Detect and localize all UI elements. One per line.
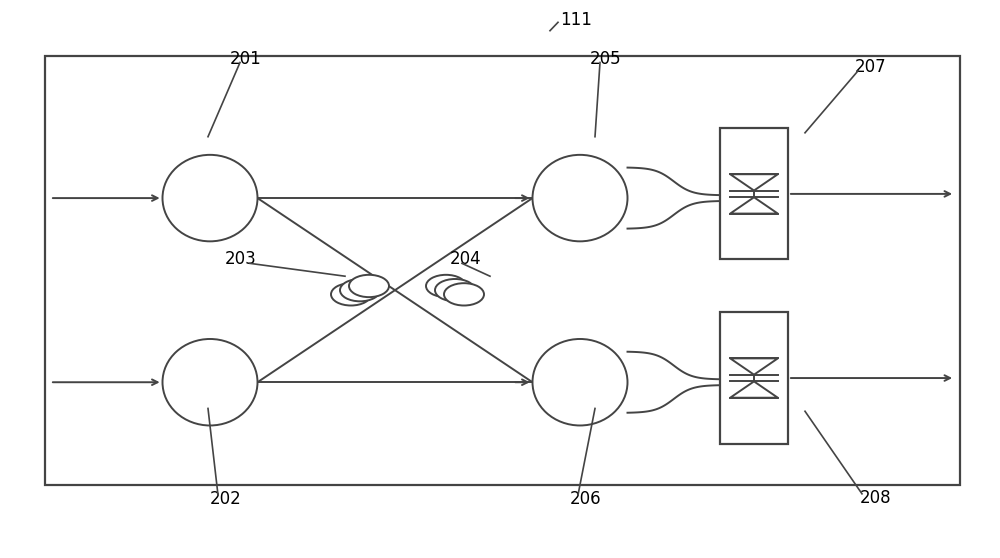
Ellipse shape (162, 155, 258, 241)
Bar (720, 312, 788, 444)
Text: 202: 202 (210, 490, 242, 508)
Circle shape (426, 275, 466, 297)
Circle shape (444, 283, 484, 306)
Bar (45, 56, 960, 485)
Bar (720, 128, 788, 259)
Ellipse shape (532, 155, 628, 241)
Text: 208: 208 (860, 489, 892, 507)
Circle shape (435, 279, 475, 301)
Polygon shape (730, 382, 778, 398)
Text: 204: 204 (450, 251, 482, 268)
Text: 205: 205 (590, 50, 622, 68)
Polygon shape (730, 198, 778, 214)
Circle shape (340, 279, 380, 301)
Ellipse shape (532, 339, 628, 425)
Polygon shape (730, 358, 778, 374)
Circle shape (349, 275, 389, 297)
Ellipse shape (162, 339, 258, 425)
Text: 206: 206 (570, 490, 602, 508)
Text: 203: 203 (225, 251, 257, 268)
Circle shape (331, 283, 371, 306)
Polygon shape (730, 174, 778, 190)
Text: 201: 201 (230, 50, 262, 68)
Text: 207: 207 (855, 58, 887, 76)
Text: 111: 111 (560, 11, 592, 28)
